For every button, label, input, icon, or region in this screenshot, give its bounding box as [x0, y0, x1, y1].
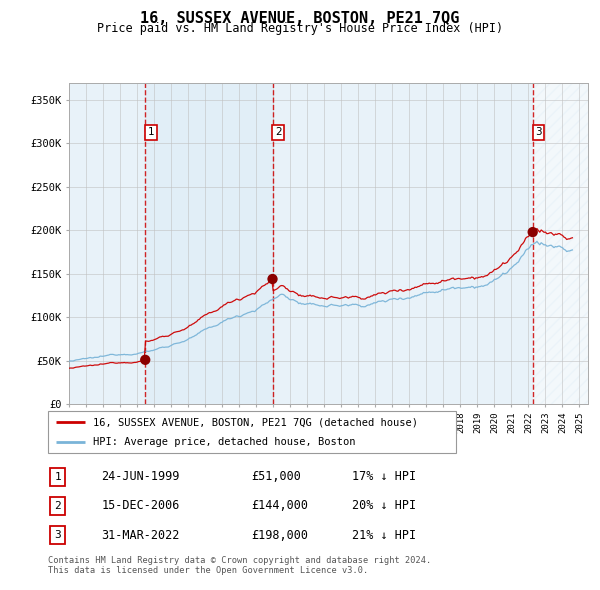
Text: 3: 3	[54, 530, 61, 540]
Text: HPI: Average price, detached house, Boston: HPI: Average price, detached house, Bost…	[93, 437, 355, 447]
Bar	[69, 83, 145, 404]
Text: 1: 1	[54, 471, 61, 481]
Point	[268, 274, 277, 284]
Text: 17% ↓ HPI: 17% ↓ HPI	[352, 470, 416, 483]
Point	[140, 355, 150, 365]
Bar	[145, 83, 272, 404]
Point	[528, 227, 538, 237]
Bar	[533, 83, 588, 404]
Text: 24-JUN-1999: 24-JUN-1999	[101, 470, 180, 483]
Text: 20% ↓ HPI: 20% ↓ HPI	[352, 499, 416, 513]
Text: 16, SUSSEX AVENUE, BOSTON, PE21 7QG (detached house): 16, SUSSEX AVENUE, BOSTON, PE21 7QG (det…	[93, 417, 418, 427]
Text: 2: 2	[54, 501, 61, 511]
Text: Price paid vs. HM Land Registry's House Price Index (HPI): Price paid vs. HM Land Registry's House …	[97, 22, 503, 35]
Text: 31-MAR-2022: 31-MAR-2022	[101, 529, 180, 542]
Text: £144,000: £144,000	[251, 499, 308, 513]
Text: This data is licensed under the Open Government Licence v3.0.: This data is licensed under the Open Gov…	[48, 566, 368, 575]
Text: £51,000: £51,000	[251, 470, 301, 483]
Text: 1: 1	[148, 127, 154, 137]
Text: 3: 3	[535, 127, 542, 137]
Text: 2: 2	[275, 127, 281, 137]
Text: 16, SUSSEX AVENUE, BOSTON, PE21 7QG: 16, SUSSEX AVENUE, BOSTON, PE21 7QG	[140, 11, 460, 25]
Text: £198,000: £198,000	[251, 529, 308, 542]
Text: 21% ↓ HPI: 21% ↓ HPI	[352, 529, 416, 542]
Text: 15-DEC-2006: 15-DEC-2006	[101, 499, 180, 513]
Text: Contains HM Land Registry data © Crown copyright and database right 2024.: Contains HM Land Registry data © Crown c…	[48, 556, 431, 565]
Bar	[272, 83, 533, 404]
